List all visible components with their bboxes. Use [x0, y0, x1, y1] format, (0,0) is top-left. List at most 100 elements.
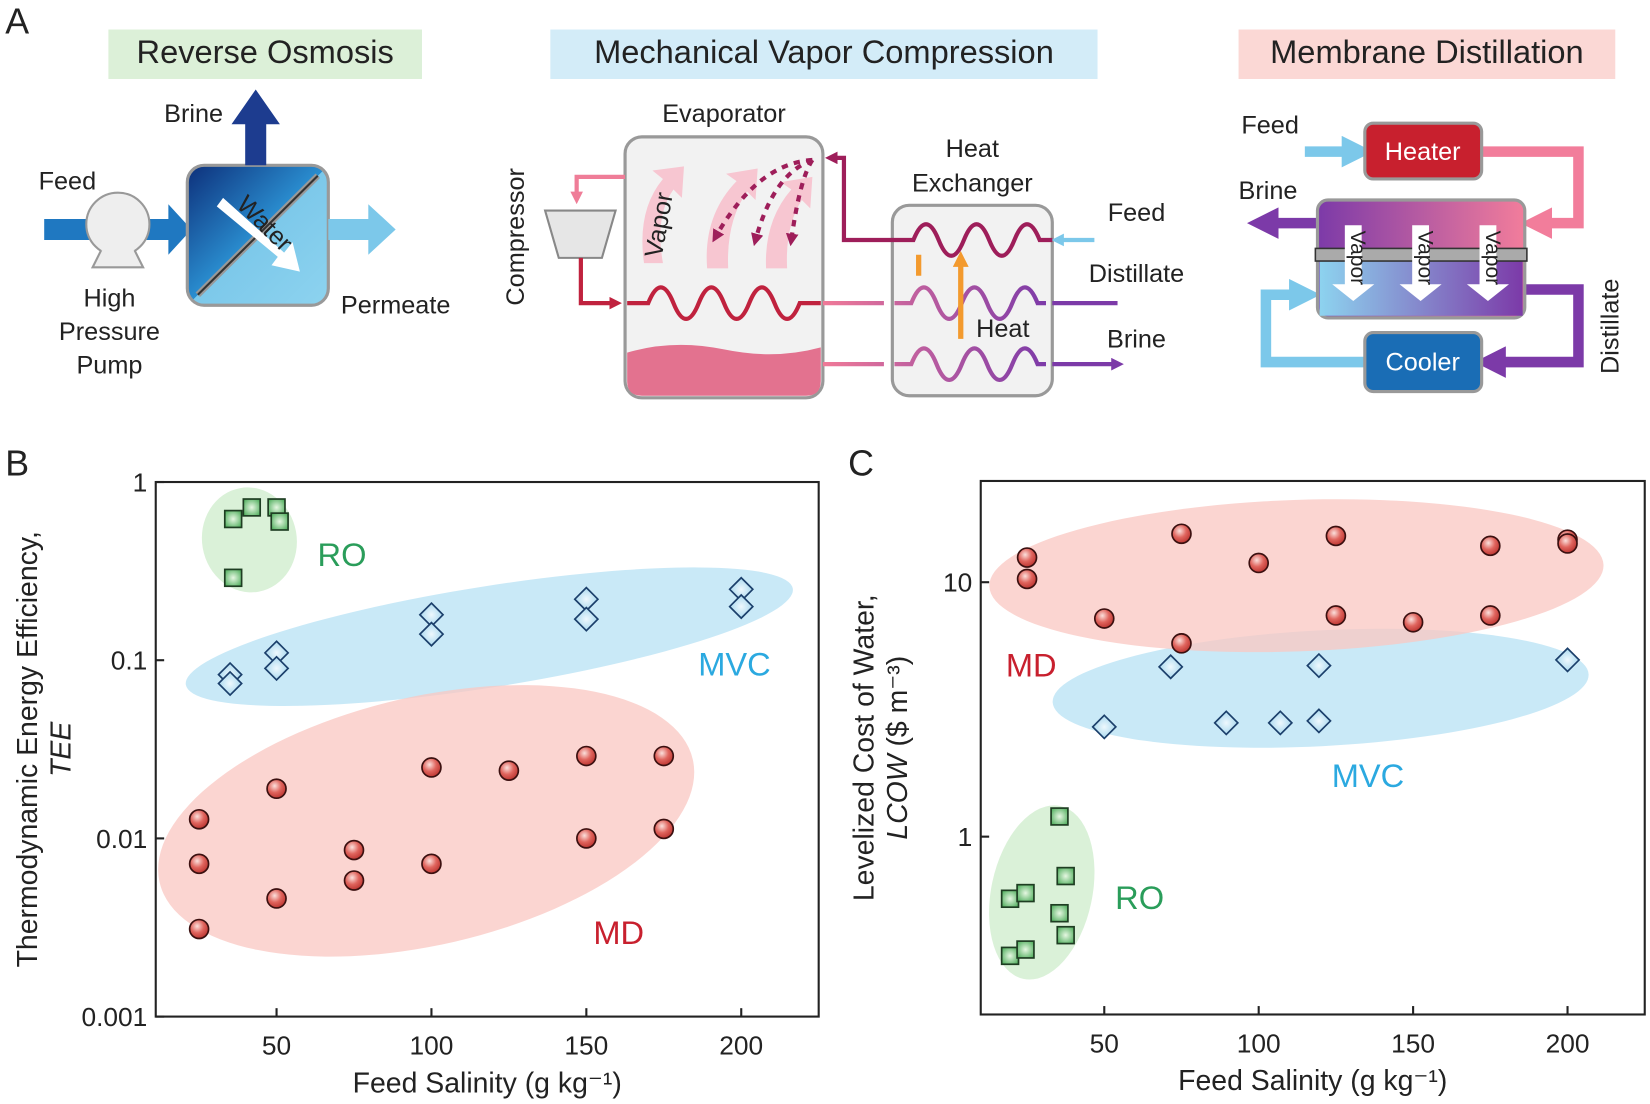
- x-tick-label: 150: [1391, 1028, 1435, 1058]
- series-label: MVC: [698, 646, 770, 683]
- label: Evaporator: [662, 100, 786, 128]
- data-point: [1402, 611, 1424, 633]
- y-axis-label-italic: TEE: [46, 721, 78, 777]
- data-point: [576, 745, 597, 767]
- series-label: MVC: [1332, 757, 1404, 794]
- label: Feed: [39, 167, 97, 195]
- y-axis-label-italic: LCOW: [882, 751, 914, 839]
- md-diagram: [1246, 121, 1584, 394]
- data-point: [1213, 710, 1240, 736]
- data-point: [498, 760, 520, 781]
- data-point: [1000, 946, 1020, 966]
- data-point: [266, 778, 287, 800]
- data-point: [1171, 633, 1192, 654]
- series-label: RO: [1115, 879, 1164, 916]
- data-point: [421, 853, 442, 875]
- series-label: RO: [318, 536, 367, 573]
- panel-label: B: [5, 444, 29, 484]
- data-point: [1171, 523, 1192, 545]
- label: Heat: [976, 315, 1029, 343]
- data-point: [1016, 883, 1035, 903]
- data-point: [1016, 940, 1035, 959]
- y-axis-label: LCOW ($ m⁻³): [882, 656, 914, 840]
- y-axis-label: Levelized Cost of Water,: [848, 594, 880, 901]
- data-point: [573, 606, 600, 632]
- label: Pump: [76, 352, 142, 380]
- data-point: [1306, 652, 1332, 679]
- y-tick-label: 1: [958, 822, 973, 852]
- series-label: MD: [1006, 647, 1057, 684]
- data-point: [1557, 533, 1578, 554]
- mvc-title: Mechanical Vapor Compression: [594, 33, 1054, 70]
- panel-label: A: [5, 2, 29, 42]
- x-tick-label: 50: [1090, 1028, 1119, 1058]
- data-point: [1480, 605, 1501, 626]
- y-tick-label: 0.001: [82, 1002, 148, 1032]
- data-point: [1000, 889, 1020, 909]
- plot-frame: [979, 479, 1646, 1016]
- title-box: [1238, 29, 1616, 79]
- x-axis-label: Feed Salinity (g kg⁻¹): [353, 1067, 622, 1099]
- label: Feed: [1108, 199, 1166, 227]
- data-point: [1306, 708, 1332, 734]
- label: Cooler: [1386, 348, 1460, 376]
- y-tick-label: 10: [943, 568, 972, 598]
- label: High: [83, 284, 135, 312]
- x-tick-label: 200: [719, 1030, 763, 1060]
- x-tick-label: 100: [1237, 1028, 1281, 1058]
- mvc-diagram: [543, 135, 1117, 400]
- region: [158, 685, 695, 957]
- data-point: [1050, 903, 1069, 923]
- data-point: [223, 568, 243, 588]
- data-point: [1056, 925, 1075, 945]
- data-point: [217, 670, 243, 697]
- data-point: [418, 621, 445, 647]
- label: Pressure: [59, 318, 160, 346]
- data-point: [1050, 807, 1069, 826]
- data-point: [343, 839, 365, 861]
- x-tick-label: 200: [1546, 1028, 1590, 1058]
- data-point: [343, 870, 365, 891]
- data-point: [421, 757, 442, 778]
- data-point: [653, 745, 675, 767]
- label: Vapor: [1481, 231, 1504, 286]
- data-point: [223, 509, 243, 529]
- label: Brine: [164, 100, 223, 128]
- data-point: [1157, 654, 1184, 680]
- data-point: [1248, 552, 1270, 574]
- data-point: [188, 808, 210, 830]
- label: Heat: [946, 135, 999, 163]
- title-box: [550, 29, 1098, 79]
- label: Vapor: [1346, 231, 1369, 286]
- data-point: [653, 818, 675, 840]
- label: Permeate: [341, 292, 450, 320]
- data-point: [1093, 608, 1115, 629]
- data-point: [1325, 605, 1347, 626]
- label: Brine: [1107, 325, 1166, 353]
- y-axis-label: Thermodynamic Energy Efficiency,: [12, 531, 44, 967]
- data-point: [1056, 866, 1075, 886]
- data-point: [1480, 535, 1501, 557]
- series-label: MD: [593, 914, 644, 951]
- y-axis-label-unit: ($ m⁻³): [882, 656, 914, 755]
- region: [1052, 628, 1589, 748]
- data-point: [188, 853, 210, 875]
- data-point: [270, 512, 289, 531]
- data-point: [188, 918, 210, 940]
- label: Compressor: [502, 168, 530, 306]
- label: Distillate: [1089, 260, 1184, 288]
- data-point: [1016, 568, 1038, 590]
- data-point: [266, 888, 287, 909]
- label: Heater: [1385, 138, 1461, 166]
- x-tick-label: 150: [564, 1030, 608, 1060]
- y-tick-label: 0.01: [96, 824, 147, 854]
- x-tick-label: 100: [410, 1030, 454, 1060]
- data-point: [1554, 647, 1581, 673]
- x-tick-label: 50: [262, 1030, 291, 1060]
- label: Distillate: [1596, 279, 1624, 374]
- ro-diagram: [44, 89, 396, 307]
- y-tick-label: 1: [133, 467, 148, 497]
- ro-title: Reverse Osmosis: [137, 33, 394, 70]
